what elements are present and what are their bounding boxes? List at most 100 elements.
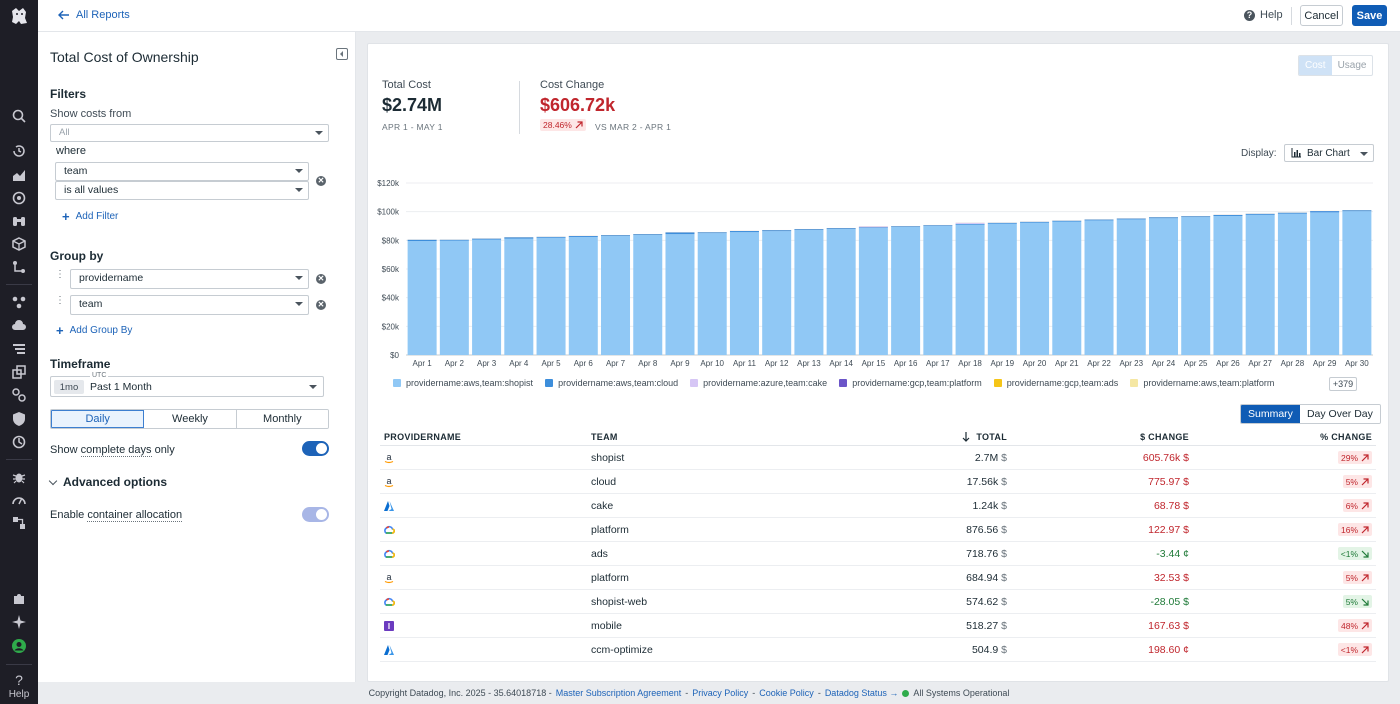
msa-link[interactable]: Master Subscription Agreement <box>555 688 682 698</box>
logs-icon[interactable] <box>11 341 27 357</box>
drag-handle-icon[interactable]: ⋮⋮ <box>55 295 77 306</box>
bar-segment[interactable] <box>665 232 695 235</box>
bar-segment[interactable] <box>601 236 631 355</box>
bar-segment[interactable] <box>858 227 888 229</box>
bar-segment[interactable] <box>858 226 888 228</box>
dashboards-icon[interactable] <box>11 167 27 183</box>
help-icon[interactable]: ? <box>11 672 27 688</box>
legend-item[interactable]: providername:azure,team:cake <box>690 378 827 388</box>
bar-segment[interactable] <box>1148 217 1178 219</box>
table-row[interactable]: a platform 684.94 $32.53 $5% <box>380 566 1376 590</box>
bar-segment[interactable] <box>794 229 824 231</box>
sparkle-icon[interactable] <box>11 614 27 630</box>
day-over-day-tab[interactable]: Day Over Day <box>1299 405 1380 423</box>
security-binoculars-icon[interactable] <box>11 213 27 229</box>
table-row[interactable]: cake 1.24k $68.78 $6% <box>380 494 1376 518</box>
bar-segment[interactable] <box>987 223 1017 355</box>
filter-operator-select[interactable]: is all values <box>55 181 309 200</box>
back-to-reports-link[interactable]: All Reports <box>58 9 130 21</box>
granularity-daily[interactable]: Daily <box>51 410 145 428</box>
bar-segment[interactable] <box>1181 217 1211 355</box>
header-dollar-change[interactable]: $ CHANGE <box>1140 432 1189 442</box>
timeframe-select[interactable] <box>50 376 324 397</box>
bar-segment[interactable] <box>1116 219 1146 355</box>
bar-segment[interactable] <box>504 238 534 355</box>
bar-segment[interactable] <box>729 232 759 355</box>
bar-segment[interactable] <box>1213 214 1243 216</box>
infrastructure-icon[interactable] <box>11 236 27 252</box>
cookie-link[interactable]: Cookie Policy <box>759 688 814 698</box>
bar-segment[interactable] <box>1020 222 1050 355</box>
collapse-panel-icon[interactable] <box>336 48 348 60</box>
bar-segment[interactable] <box>891 227 921 355</box>
nav-help-label[interactable]: Help <box>8 689 30 700</box>
bar-segment[interactable] <box>858 228 888 355</box>
cancel-button[interactable]: Cancel <box>1300 5 1343 26</box>
report-title[interactable]: Total Cost of Ownership <box>50 49 199 65</box>
bar-segment[interactable] <box>1052 221 1082 355</box>
bar-segment[interactable] <box>1084 220 1114 355</box>
bar-segment[interactable] <box>568 236 598 238</box>
bar-segment[interactable] <box>923 225 953 355</box>
complete-days-toggle[interactable] <box>302 441 329 456</box>
bar-segment[interactable] <box>1116 218 1146 220</box>
legend-item[interactable]: providername:aws,team:platform <box>1130 378 1274 388</box>
more-series-badge[interactable]: +379 <box>1329 377 1357 391</box>
monitors-icon[interactable] <box>11 190 27 206</box>
bar-segment[interactable] <box>407 239 437 242</box>
bar-segment[interactable] <box>1277 212 1307 214</box>
cost-source-select[interactable]: All <box>50 124 329 142</box>
display-select[interactable]: Bar Chart <box>1284 144 1374 162</box>
bar-segment[interactable] <box>407 241 437 355</box>
header-percent-change[interactable]: % CHANGE <box>1320 432 1372 442</box>
gauge-icon[interactable] <box>11 492 27 508</box>
bar-segment[interactable] <box>1084 219 1114 221</box>
bar-segment[interactable] <box>601 235 631 237</box>
bar-segment[interactable] <box>923 225 953 226</box>
bar-segment[interactable] <box>1052 220 1082 222</box>
datadog-logo-icon[interactable] <box>8 5 30 27</box>
bar-segment[interactable] <box>891 226 921 228</box>
bar-segment[interactable] <box>729 231 759 233</box>
granularity-monthly[interactable]: Monthly <box>236 410 328 428</box>
table-row[interactable]: shopist-web 574.62 $ -28.05 $5% <box>380 590 1376 614</box>
status-link[interactable]: Datadog Status → <box>824 688 899 698</box>
table-row[interactable]: ads 718.76 $ -3.44 ¢ <1% <box>380 542 1376 566</box>
remove-filter-icon[interactable]: ✕ <box>316 176 326 186</box>
remove-group-icon[interactable]: ✕ <box>316 274 326 284</box>
bar-segment[interactable] <box>762 231 792 355</box>
bar-segment[interactable] <box>1020 221 1050 223</box>
cloud-upload-icon[interactable] <box>11 318 27 334</box>
bar-segment[interactable] <box>697 233 727 355</box>
bar-segment[interactable] <box>955 223 985 225</box>
bar-segment[interactable] <box>1342 211 1372 355</box>
privacy-link[interactable]: Privacy Policy <box>692 688 749 698</box>
add-filter-button[interactable]: + Add Filter <box>62 209 118 224</box>
bar-segment[interactable] <box>955 224 985 355</box>
save-button[interactable]: Save <box>1352 5 1387 26</box>
container-allocation-toggle[interactable] <box>302 507 329 522</box>
cost-tab[interactable]: Cost <box>1299 56 1332 75</box>
table-row[interactable]: a shopist 2.7M $605.76k $29% <box>380 446 1376 470</box>
bar-segment[interactable] <box>1342 210 1372 212</box>
bar-segment[interactable] <box>697 232 727 234</box>
usage-tab[interactable]: Usage <box>1337 60 1367 71</box>
legend-item[interactable]: providername:gcp,team:platform <box>839 378 982 388</box>
bar-segment[interactable] <box>1245 214 1275 355</box>
bar-segment[interactable] <box>762 230 792 232</box>
workflows-icon[interactable] <box>11 515 27 531</box>
bar-segment[interactable] <box>472 238 502 240</box>
summary-tab[interactable]: Summary <box>1241 405 1300 423</box>
integrations-icon[interactable] <box>11 294 27 310</box>
bug-icon[interactable] <box>11 469 27 485</box>
bar-segment[interactable] <box>472 239 502 355</box>
apm-icon[interactable] <box>11 259 27 275</box>
bar-segment[interactable] <box>1310 212 1340 355</box>
bar-segment[interactable] <box>1277 213 1307 355</box>
cost-bar-chart[interactable]: $0 $20k $40k $60k $80k $100k $120k Apr 1 Apr 2 Ap… <box>370 173 1375 373</box>
legend-item[interactable]: providername:gcp,team:ads <box>993 378 1118 388</box>
cost-icon[interactable] <box>11 434 27 450</box>
bar-segment[interactable] <box>504 237 534 239</box>
shield-icon[interactable] <box>11 411 27 427</box>
history-icon[interactable] <box>11 143 27 159</box>
